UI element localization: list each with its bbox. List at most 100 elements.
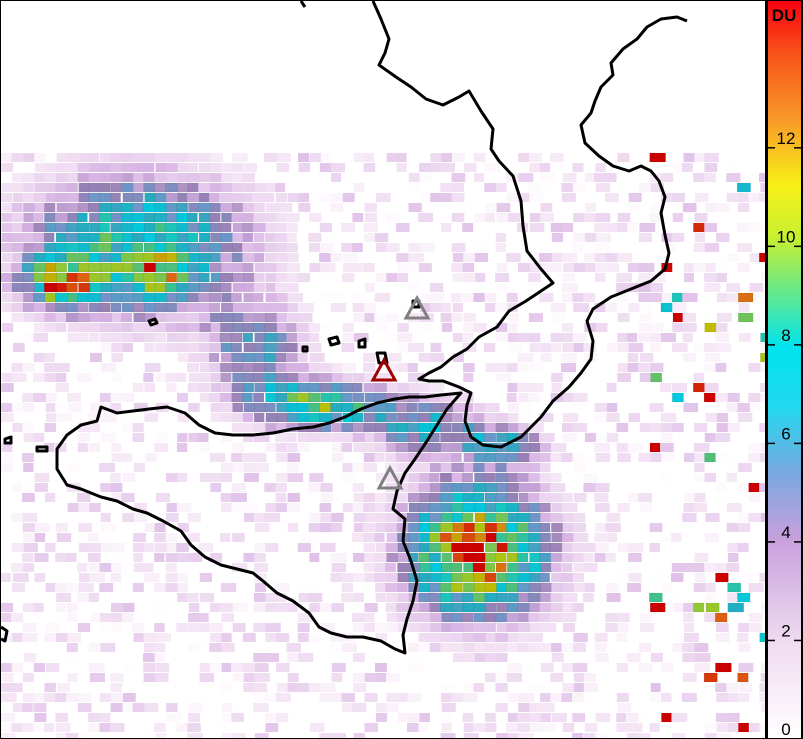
so2-pixel — [1, 383, 14, 392]
so2-pixel — [660, 383, 672, 392]
so2-pixel — [736, 182, 751, 193]
so2-pixel — [23, 403, 35, 412]
so2-pixel — [496, 673, 510, 682]
so2-pixel — [66, 653, 82, 662]
so2-pixel — [243, 503, 259, 512]
so2-pixel — [1, 453, 13, 462]
so2-pixel — [540, 532, 551, 543]
so2-pixel — [263, 342, 278, 353]
so2-pixel — [408, 713, 423, 722]
so2-pixel — [187, 323, 200, 332]
so2-pixel — [573, 533, 589, 542]
so2-pixel — [331, 443, 347, 452]
so2-pixel — [551, 313, 567, 322]
so2-pixel — [77, 173, 91, 182]
so2-pixel — [265, 603, 279, 612]
so2-pixel — [737, 243, 753, 252]
so2-pixel — [374, 313, 385, 322]
so2-pixel — [419, 613, 433, 622]
so2-pixel — [375, 593, 386, 602]
so2-pixel — [562, 223, 574, 232]
so2-pixel — [639, 423, 653, 432]
so2-pixel — [55, 583, 70, 592]
so2-pixel — [132, 623, 145, 632]
so2-pixel — [154, 212, 168, 223]
so2-pixel — [22, 483, 37, 492]
so2-pixel — [538, 502, 551, 513]
so2-pixel — [496, 203, 511, 212]
so2-pixel — [67, 673, 78, 682]
so2-pixel — [243, 183, 259, 192]
so2-pixel — [408, 663, 424, 672]
so2-pixel — [67, 173, 83, 182]
so2-pixel — [209, 453, 226, 462]
so2-pixel — [660, 413, 677, 422]
so2-pixel — [693, 443, 710, 452]
so2-pixel — [760, 443, 765, 452]
so2-pixel — [111, 553, 126, 562]
so2-pixel — [253, 433, 270, 442]
so2-pixel — [737, 193, 752, 202]
so2-pixel — [253, 593, 270, 602]
so2-pixel — [209, 643, 222, 652]
so2-pixel — [22, 363, 35, 372]
so2-pixel — [496, 733, 511, 738]
so2-pixel — [342, 323, 355, 332]
so2-pixel — [232, 263, 245, 272]
so2-pixel — [265, 723, 279, 732]
so2-pixel — [628, 303, 641, 312]
so2-pixel — [286, 503, 301, 512]
so2-pixel — [738, 663, 754, 672]
so2-pixel — [353, 683, 367, 692]
so2-pixel — [529, 723, 543, 732]
so2-pixel — [419, 303, 433, 312]
so2-pixel — [34, 713, 47, 722]
so2-pixel — [232, 533, 245, 542]
so2-pixel — [111, 543, 125, 552]
so2-pixel — [363, 263, 375, 272]
so2-pixel — [287, 473, 304, 482]
so2-pixel — [572, 453, 585, 462]
so2-pixel — [166, 212, 178, 223]
so2-pixel — [529, 333, 543, 342]
so2-pixel — [649, 602, 666, 613]
so2-pixel — [484, 293, 497, 302]
so2-pixel — [275, 193, 288, 202]
so2-pixel — [605, 303, 620, 312]
so2-pixel — [242, 203, 259, 212]
so2-pixel — [66, 163, 80, 172]
so2-pixel — [254, 273, 265, 282]
so2-pixel — [550, 483, 566, 492]
so2-pixel — [177, 553, 188, 562]
so2-pixel — [759, 453, 765, 462]
so2-pixel — [364, 603, 378, 612]
so2-pixel — [165, 573, 181, 582]
so2-pixel — [253, 193, 269, 202]
so2-pixel — [573, 463, 587, 472]
so2-pixel — [374, 383, 389, 392]
so2-pixel — [507, 693, 521, 702]
so2-pixel — [154, 323, 170, 332]
so2-pixel — [1, 673, 14, 682]
so2-pixel — [297, 323, 311, 332]
so2-pixel — [100, 613, 114, 622]
so2-pixel — [726, 473, 738, 482]
so2-pixel — [320, 153, 332, 162]
so2-pixel — [572, 243, 584, 252]
so2-pixel — [188, 703, 204, 712]
coastline-calabria — [299, 1, 688, 449]
so2-pixel — [220, 493, 233, 502]
so2-pixel — [1, 403, 14, 412]
so2-pixel — [110, 182, 123, 193]
so2-pixel — [55, 713, 68, 722]
so2-pixel — [353, 333, 369, 342]
so2-pixel — [155, 493, 171, 502]
so2-pixel — [132, 663, 147, 672]
so2-pixel — [111, 373, 123, 382]
so2-pixel — [650, 453, 662, 462]
so2-pixel — [265, 633, 278, 642]
so2-pixel — [507, 213, 521, 222]
so2-pixel — [616, 293, 629, 302]
so2-pixel — [671, 343, 688, 352]
so2-pixel — [639, 303, 654, 312]
